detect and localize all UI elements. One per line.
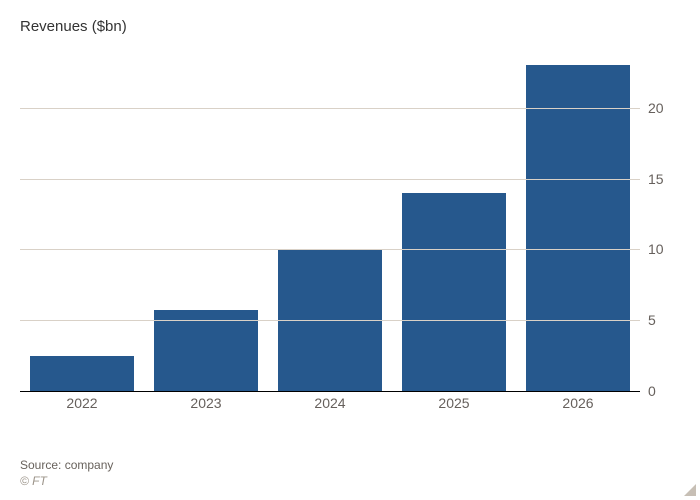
bar xyxy=(30,356,134,391)
x-tick-label: 2022 xyxy=(20,395,144,411)
gridline xyxy=(20,320,640,321)
x-tick-label: 2026 xyxy=(516,395,640,411)
bar-slot xyxy=(392,51,516,391)
gridline xyxy=(20,108,640,109)
y-tick-label: 20 xyxy=(648,100,678,116)
source-line: Source: company xyxy=(20,458,113,472)
gridline xyxy=(20,249,640,250)
x-axis-labels: 20222023202420252026 xyxy=(20,395,640,411)
y-tick-label: 0 xyxy=(648,383,678,399)
bars-group xyxy=(20,51,640,391)
gridline xyxy=(20,179,640,180)
y-tick-label: 10 xyxy=(648,241,678,257)
bar-slot xyxy=(20,51,144,391)
y-tick-label: 5 xyxy=(648,312,678,328)
bar xyxy=(402,193,506,391)
plot-wrap: 20222023202420252026 0 5 10 15 20 xyxy=(20,41,680,421)
x-tick-label: 2023 xyxy=(144,395,268,411)
bar xyxy=(154,310,258,391)
chart-title: Revenues ($bn) xyxy=(20,18,680,35)
gridline xyxy=(20,391,640,392)
plot-area xyxy=(20,51,640,391)
x-tick-label: 2024 xyxy=(268,395,392,411)
y-tick-label: 15 xyxy=(648,171,678,187)
copyright-line: © FT xyxy=(20,474,47,488)
resize-corner-icon xyxy=(684,484,696,496)
bar xyxy=(526,65,630,391)
bar-slot xyxy=(268,51,392,391)
x-tick-label: 2025 xyxy=(392,395,516,411)
bar-slot xyxy=(144,51,268,391)
chart-container: Revenues ($bn) 20222023202420252026 0 5 10… xyxy=(0,0,700,500)
bar-slot xyxy=(516,51,640,391)
